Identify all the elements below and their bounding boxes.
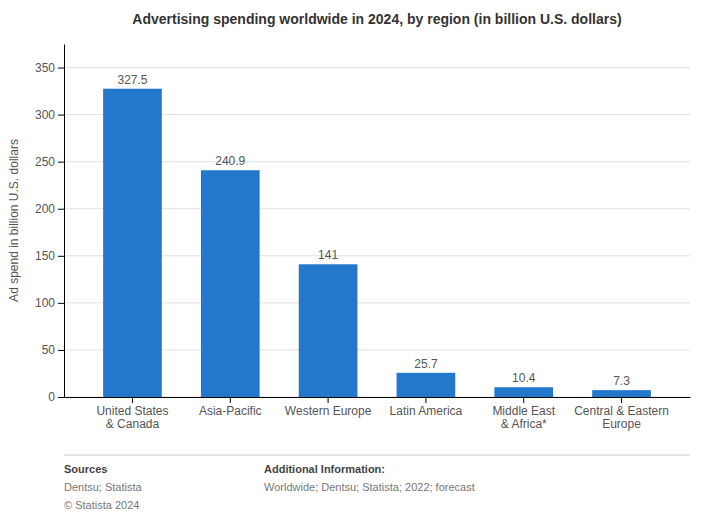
bars	[103, 89, 651, 397]
y-tick-label: 0	[48, 390, 55, 404]
y-tick-label: 300	[35, 108, 55, 122]
data-label: 25.7	[414, 357, 438, 371]
y-tick-mark	[58, 256, 64, 257]
title: Advertising spending worldwide in 2024, …	[132, 11, 621, 27]
y-tick-mark	[58, 209, 64, 210]
footer-note: Additional Information:	[264, 463, 385, 475]
y-tick-mark	[58, 115, 64, 116]
x-tick-mark	[523, 397, 524, 403]
bar	[592, 390, 651, 397]
x-tick-label: Latin America	[390, 404, 463, 418]
x-tick-mark	[328, 397, 329, 403]
y-tick: 300	[35, 108, 64, 122]
grid-line	[64, 67, 690, 68]
data-label: 141	[318, 248, 338, 262]
x-tick-label: Central & EasternEurope	[574, 404, 669, 432]
y-tick-mark	[58, 162, 64, 163]
y-tick-label: 150	[35, 249, 55, 263]
x-tick-mark	[132, 397, 133, 403]
y-tick: 350	[35, 61, 64, 75]
plot: 327.5 240.9 141 25.7 10.4 7.3 United States& C…	[7, 45, 691, 432]
y-tick: 0	[48, 390, 64, 404]
y-axis-title: Ad spend in billion U.S. dollars	[7, 139, 21, 302]
y-tick: 250	[35, 155, 64, 169]
footer-note: © Statista 2024	[64, 499, 139, 511]
x-tick-mark	[230, 397, 231, 403]
chart: Advertising spending worldwide in 2024, …	[0, 0, 710, 527]
data-label: 10.4	[512, 371, 536, 385]
y-tick-label: 100	[35, 296, 55, 310]
footer-note: Sources	[64, 463, 107, 475]
y-tick-mark	[58, 68, 64, 69]
footer-separator	[64, 455, 690, 456]
y-tick: 150	[35, 249, 64, 263]
x-axis: United States& Canada Asia-Pacific Western…	[65, 397, 691, 431]
footer-note: Worldwide; Dentsu; Statista; 2022; forec…	[264, 481, 475, 493]
y-tick-mark	[58, 397, 64, 398]
y-tick-mark	[58, 350, 64, 351]
x-tick: Western Europe	[285, 397, 372, 418]
x-axis-line	[65, 397, 691, 398]
y-tick-label: 50	[42, 343, 56, 357]
data-label: 327.5	[117, 73, 147, 87]
x-tick-label: Middle East& Africa*	[492, 404, 555, 432]
x-tick-mark	[621, 397, 622, 403]
data-labels: 327.5 240.9 141 25.7 10.4 7.3	[117, 73, 630, 388]
y-tick-label: 250	[35, 155, 55, 169]
bar	[201, 170, 260, 397]
bar	[397, 373, 456, 397]
footer-note: Dentsu; Statista	[64, 481, 143, 493]
y-tick-label: 350	[35, 61, 55, 75]
x-tick: United States& Canada	[96, 397, 168, 431]
y-tick: 50	[42, 343, 64, 357]
x-tick: Middle East& Africa*	[492, 397, 555, 431]
y-tick: 200	[35, 202, 64, 216]
bar	[103, 89, 162, 397]
y-tick-mark	[58, 303, 64, 304]
data-label: 7.3	[613, 374, 630, 388]
y-axis: 0 50 100 150 200 250 300 350	[35, 45, 65, 405]
x-tick-label: United States& Canada	[96, 404, 168, 432]
bar	[299, 264, 358, 397]
x-tick-label: Western Europe	[285, 404, 372, 418]
y-tick-label: 200	[35, 202, 55, 216]
grid	[64, 68, 690, 397]
x-tick: Latin America	[390, 397, 463, 418]
data-label: 240.9	[215, 154, 245, 168]
y-tick: 100	[35, 296, 64, 310]
y-axis-line	[64, 45, 65, 398]
x-tick-mark	[425, 397, 426, 403]
bar	[494, 387, 553, 397]
x-tick: Central & EasternEurope	[574, 397, 669, 431]
x-tick-label: Asia-Pacific	[199, 404, 262, 418]
x-tick: Asia-Pacific	[199, 397, 262, 418]
